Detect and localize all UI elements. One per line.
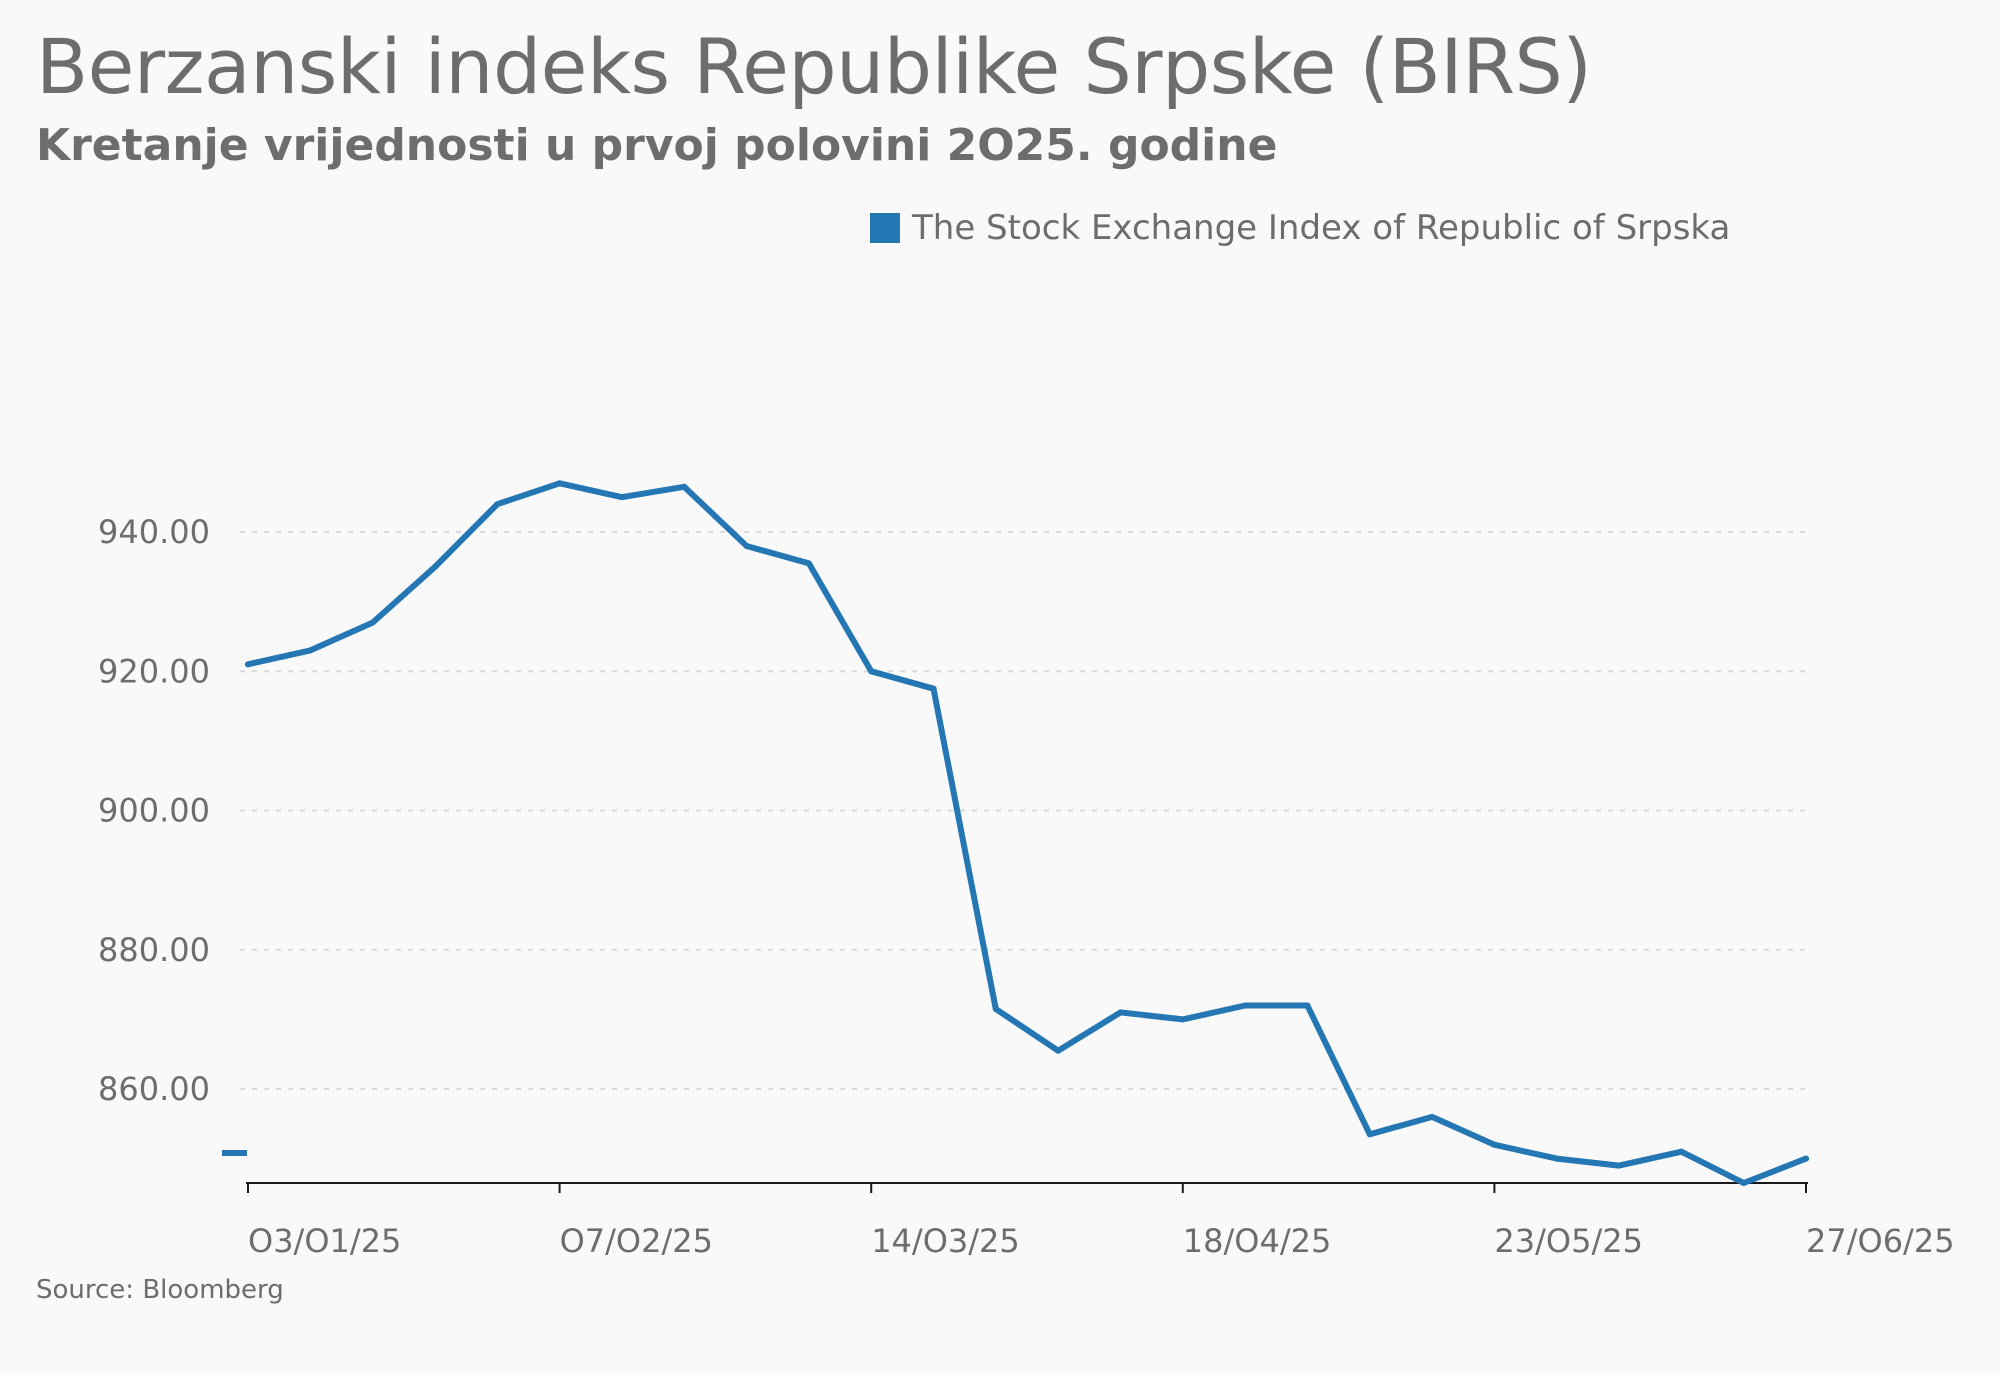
data-point — [1055, 1047, 1062, 1054]
data-point — [1678, 1148, 1685, 1155]
data-point — [1429, 1113, 1436, 1120]
data-point — [681, 483, 688, 490]
x-tick-label: O3/O1/25 — [248, 1222, 401, 1260]
data-point — [1803, 1155, 1809, 1162]
legend-label: The Stock Exchange Index of Republic of … — [912, 208, 1731, 248]
chart-title: Berzanski indeks Republike Srpske (BIRS) — [36, 22, 1592, 111]
x-axis: O3/O1/25 O7/O2/25 14/O3/25 18/O4/25 23/O5/25… — [222, 1150, 1955, 1260]
data-point — [369, 619, 376, 626]
gridlines — [240, 531, 1810, 1091]
data-point — [307, 647, 314, 654]
data-point — [1616, 1162, 1623, 1169]
data-point — [743, 542, 750, 549]
data-point — [431, 563, 438, 570]
x-tick-label: 14/O3/25 — [871, 1222, 1020, 1260]
series-line — [245, 480, 1809, 1186]
data-point — [618, 494, 625, 501]
x-tick-label: 27/O6/25 — [1806, 1222, 1955, 1260]
x-tick-label: 23/O5/25 — [1494, 1222, 1643, 1260]
x-tick-label: 18/O4/25 — [1183, 1222, 1332, 1260]
data-point — [1491, 1141, 1498, 1148]
data-point — [556, 480, 563, 487]
data-point — [1179, 1016, 1186, 1023]
data-point — [1304, 1002, 1311, 1009]
data-point — [1117, 1009, 1124, 1016]
x-tick-label: O7/O2/25 — [560, 1222, 713, 1260]
y-tick-label: 940.00 — [98, 513, 210, 551]
chart-legend: The Stock Exchange Index of Republic of … — [870, 208, 1730, 248]
data-point — [1553, 1155, 1560, 1162]
data-point — [1366, 1131, 1373, 1138]
data-point — [1242, 1002, 1249, 1009]
data-point — [245, 661, 251, 668]
y-tick-label: 920.00 — [98, 652, 210, 690]
legend-swatch — [870, 213, 900, 243]
y-tick-label: 860.00 — [98, 1070, 210, 1108]
source-note: Source: Bloomberg — [36, 1275, 284, 1305]
y-tick-label: 900.00 — [98, 792, 210, 830]
y-axis: 860.00 880.00 900.00 920.00 940.00 — [98, 513, 210, 1108]
data-point — [494, 501, 501, 508]
series-layer — [245, 480, 1809, 1186]
data-point — [868, 668, 875, 675]
chart-subtitle: Kretanje vrijednosti u prvoj polovini 2O… — [36, 120, 1278, 171]
data-point — [805, 560, 812, 567]
data-point — [992, 1005, 999, 1012]
data-point — [1740, 1180, 1747, 1186]
y-tick-label: 880.00 — [98, 931, 210, 969]
data-point — [930, 685, 937, 692]
